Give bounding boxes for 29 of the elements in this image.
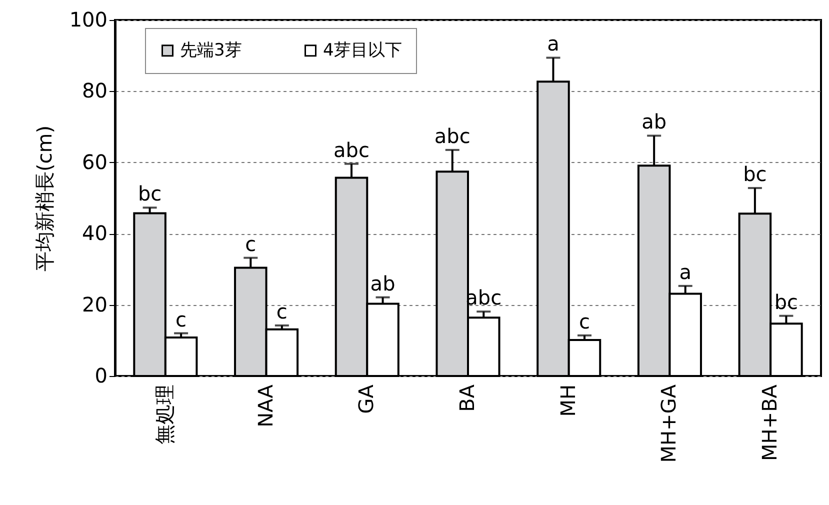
- x-tick-label: 無処理: [152, 384, 176, 444]
- y-tick-label: 0: [94, 364, 108, 388]
- x-tick-label: BA: [455, 384, 479, 412]
- x-tick-label: MH+GA: [656, 384, 681, 463]
- x-tick-label: MH+BA: [758, 384, 782, 461]
- y-axis-title: 平均新梢長(cm): [32, 125, 56, 272]
- data-label: bc: [774, 290, 798, 314]
- y-tick-label: 20: [82, 292, 108, 316]
- y-tick-label: 40: [82, 221, 108, 246]
- x-tick-label: GA: [354, 384, 378, 414]
- data-label: c: [176, 307, 187, 332]
- data-label: c: [245, 232, 256, 256]
- data-label: bc: [743, 162, 767, 186]
- data-label: c: [578, 309, 590, 334]
- data-label: ab: [642, 110, 667, 134]
- x-tick-label: NAA: [253, 384, 278, 428]
- y-tick-label: 60: [82, 150, 108, 174]
- data-label: a: [679, 260, 692, 284]
- y-tick-label: 100: [69, 8, 108, 32]
- y-tick-label: 80: [82, 78, 108, 103]
- data-label: bc: [138, 182, 162, 206]
- data-label: abc: [334, 138, 370, 162]
- data-label: abc: [434, 124, 470, 148]
- x-tick-label: MH: [556, 384, 580, 417]
- data-label: ab: [370, 271, 396, 296]
- legend-label: 先端3芽: [180, 40, 242, 61]
- data-label: a: [547, 32, 560, 56]
- data-label: c: [276, 299, 288, 324]
- legend-label: 4芽目以下: [323, 40, 402, 61]
